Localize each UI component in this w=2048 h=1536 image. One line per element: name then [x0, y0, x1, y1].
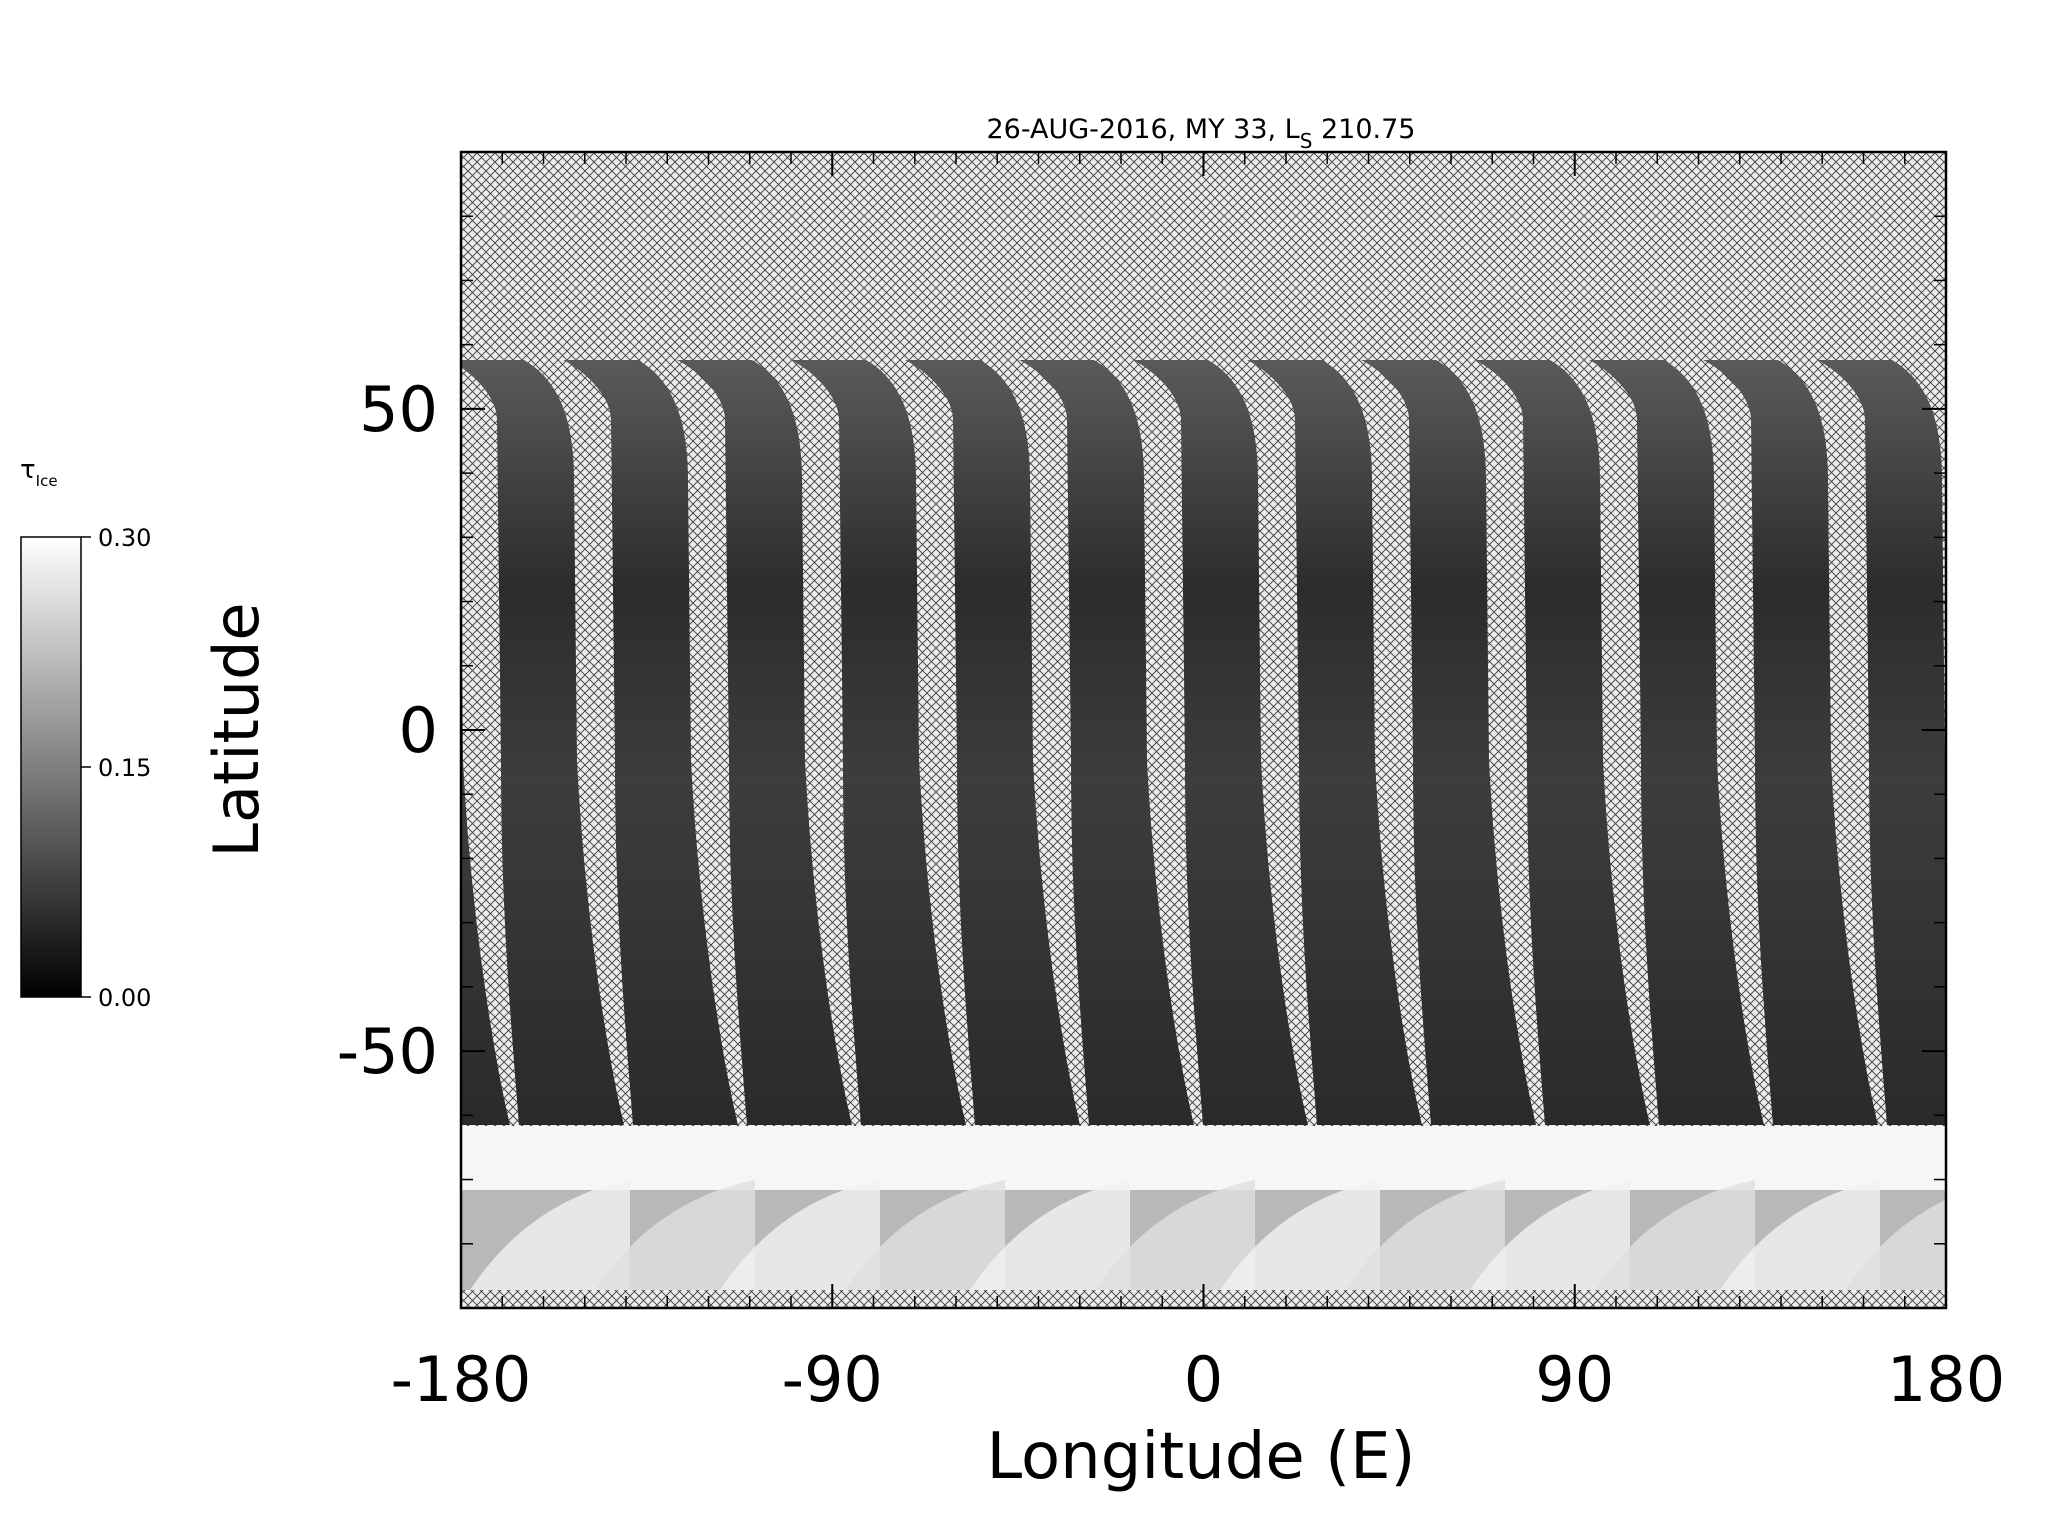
swath: [677, 360, 852, 1125]
swath: [1817, 360, 1946, 1125]
y-tick-label: 50: [359, 373, 438, 446]
polar-cap: [461, 1126, 1946, 1196]
polar-swirl: [1720, 1180, 1880, 1290]
colorbar-tick-label: 0.30: [98, 524, 151, 552]
polar-swirl: [1845, 1199, 1946, 1290]
polar-swirl: [1595, 1180, 1755, 1290]
colorbar-label: τIce: [20, 455, 58, 490]
y-tick-label: -50: [337, 1015, 438, 1088]
swath: [905, 360, 1080, 1125]
swath: [1247, 360, 1422, 1125]
chart-title: 26-AUG-2016, MY 33, LS 210.75: [987, 114, 1416, 153]
swath: [461, 573, 510, 1125]
x-tick-label: 180: [1887, 1343, 2005, 1416]
swath: [1019, 360, 1194, 1125]
x-tick-label: 90: [1535, 1343, 1614, 1416]
map-image: [461, 152, 1946, 1308]
polar-swirl: [1220, 1180, 1380, 1290]
x-tick-label: 0: [1184, 1343, 1223, 1416]
x-tick-label: -90: [782, 1343, 883, 1416]
swath: [563, 360, 738, 1125]
colorbar-tick-label: 0.00: [98, 984, 151, 1012]
x-axis-label: Longitude (E): [986, 1420, 1415, 1494]
swath: [791, 360, 966, 1125]
swath: [1361, 360, 1536, 1125]
y-axis-label: Latitude: [200, 602, 273, 857]
colorbar-tick-label: 0.15: [98, 754, 151, 782]
polar-swirl: [845, 1180, 1005, 1290]
polar-swirl: [1345, 1180, 1505, 1290]
polar-swirl: [720, 1180, 880, 1290]
y-tick-label: 0: [399, 694, 438, 767]
polar-swirl: [970, 1180, 1130, 1290]
swath: [1703, 360, 1878, 1125]
swath: [1475, 360, 1650, 1125]
swath: [1589, 360, 1764, 1125]
polar-swirl: [470, 1180, 630, 1290]
x-tick-label: -180: [391, 1343, 532, 1416]
colorbar: [20, 536, 82, 998]
polar-swirl: [1470, 1180, 1630, 1290]
polar-swirl: [595, 1180, 755, 1290]
swath: [461, 360, 624, 1125]
swath: [1133, 360, 1308, 1125]
polar-swirl: [1095, 1180, 1255, 1290]
